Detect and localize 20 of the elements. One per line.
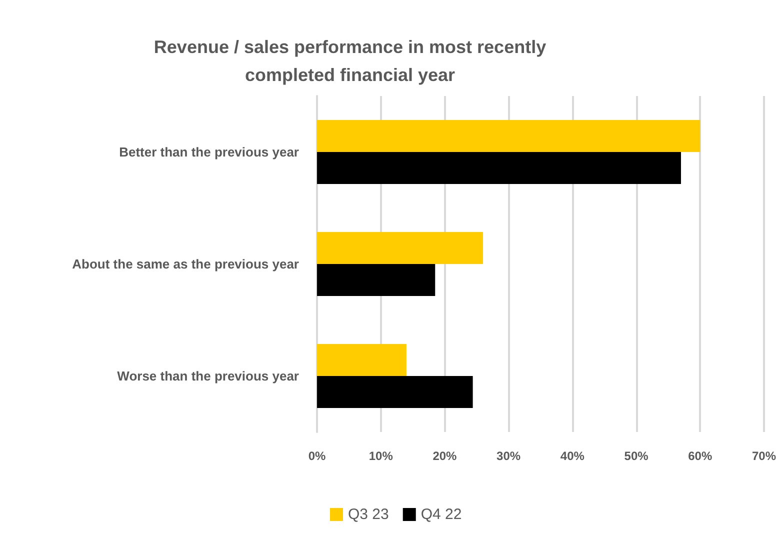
chart-title: Revenue / sales performance in most recently completed financial year [154, 37, 546, 85]
legend-label: Q4 22 [420, 506, 462, 523]
bar [317, 376, 473, 408]
x-tick-label: 30% [496, 449, 521, 463]
bar [317, 232, 484, 264]
x-tick-label: 60% [688, 449, 712, 463]
y-tick-label: Better than the previous year [119, 144, 299, 160]
x-tick-label: 50% [624, 449, 649, 463]
legend-label: Q3 23 [348, 506, 389, 523]
x-tick-label: 0% [308, 449, 326, 463]
x-tick-label: 70% [752, 449, 776, 463]
x-tick-label: 40% [560, 449, 585, 463]
bar [317, 120, 700, 152]
y-tick-label: About the same as the previous year [72, 256, 299, 272]
x-tick-label: 20% [432, 449, 458, 463]
x-tick-label: 10% [368, 449, 394, 463]
bar [317, 344, 406, 376]
bar [317, 152, 681, 184]
bar [317, 264, 436, 296]
y-tick-label: Worse than the previous year [117, 368, 299, 384]
